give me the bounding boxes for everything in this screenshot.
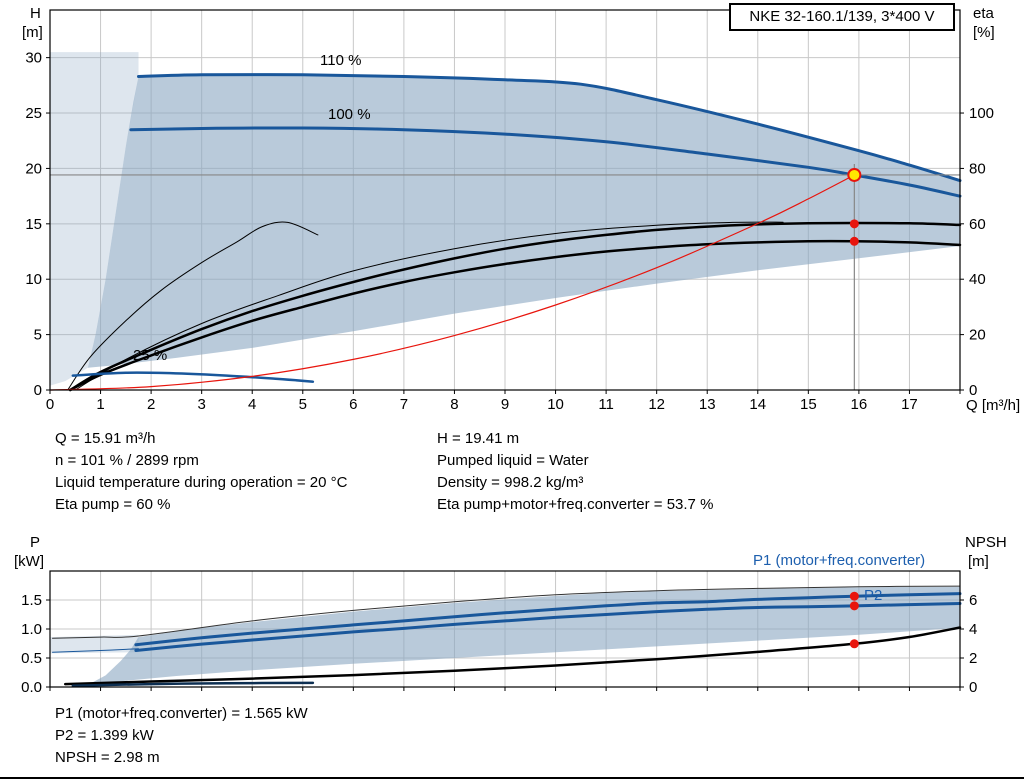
npsh-axis-unit: [m] bbox=[968, 553, 989, 570]
info-line-p1: P1 (motor+freq.converter) = 1.565 kW bbox=[55, 705, 308, 722]
y-right-tick-label: 100 bbox=[969, 105, 994, 122]
y-right-tick-label: 6 bbox=[969, 592, 977, 609]
speed-110-curve bbox=[137, 73, 962, 183]
x-tick-label: 4 bbox=[248, 396, 256, 413]
power-envelope-top-line bbox=[52, 585, 961, 639]
system-curve bbox=[49, 174, 855, 391]
y-right-tick-label: 2 bbox=[969, 650, 977, 667]
speed-25-curve bbox=[71, 371, 315, 383]
eta-axis-unit: [%] bbox=[973, 24, 995, 41]
p2-curve bbox=[134, 602, 962, 652]
y-left-tick-label: 0 bbox=[34, 382, 42, 399]
power-25-curve bbox=[71, 681, 315, 688]
eta-axis-title: eta bbox=[973, 5, 994, 22]
info-line-q: Q = 15.91 m³/h bbox=[55, 430, 156, 447]
envelope-faint bbox=[50, 52, 139, 386]
eta-thin-upper bbox=[74, 221, 784, 391]
eta-pump-curve bbox=[68, 221, 962, 392]
envelope-faint bbox=[50, 634, 139, 654]
info-line-temp: Liquid temperature during operation = 20… bbox=[55, 474, 348, 491]
y-left-tick-label: 1.5 bbox=[21, 592, 42, 609]
p1-curve-label: P1 (motor+freq.converter) bbox=[753, 552, 926, 569]
info-line-liquid: Pumped liquid = Water bbox=[437, 452, 589, 469]
x-tick-label: 6 bbox=[349, 396, 357, 413]
eta-pump-point bbox=[849, 219, 859, 229]
p-axis-title: P bbox=[30, 534, 41, 551]
x-tick-label: 7 bbox=[400, 396, 408, 413]
x-tick-label: 5 bbox=[299, 396, 307, 413]
y-left-tick-label: 30 bbox=[25, 50, 42, 67]
x-tick-label: 15 bbox=[800, 396, 817, 413]
info-line-h: H = 19.41 m bbox=[437, 430, 520, 447]
npsh-axis-title: NPSH bbox=[965, 534, 1007, 551]
x-tick-label: 8 bbox=[450, 396, 458, 413]
h-axis-title: H bbox=[30, 5, 41, 22]
info-line-npsh: NPSH = 2.98 m bbox=[55, 749, 160, 766]
x-tick-label: 9 bbox=[501, 396, 509, 413]
h-axis-unit: [m] bbox=[22, 24, 43, 41]
npsh-point bbox=[849, 639, 859, 649]
info-line-p2: P2 = 1.399 kW bbox=[55, 727, 154, 744]
eta-total-point bbox=[849, 236, 859, 246]
duty-point[interactable] bbox=[847, 167, 862, 182]
x-tick-label: 10 bbox=[547, 396, 564, 413]
y-right-tick-label: 0 bbox=[969, 679, 977, 696]
y-right-tick-label: 80 bbox=[969, 160, 986, 177]
y-left-tick-label: 25 bbox=[25, 105, 42, 122]
x-tick-label: 3 bbox=[197, 396, 205, 413]
x-tick-label: 0 bbox=[46, 396, 54, 413]
x-tick-label: 12 bbox=[648, 396, 665, 413]
result-info: P1 (motor+freq.converter) = 1.565 kW P2 … bbox=[55, 703, 308, 769]
y-left-tick-label: 0.5 bbox=[21, 650, 42, 667]
bottom-rule bbox=[0, 777, 1024, 779]
y-right-tick-label: 0 bbox=[969, 382, 977, 399]
y-right-tick-label: 4 bbox=[969, 621, 977, 638]
envelope-power-range bbox=[90, 586, 960, 684]
q-axis-title: Q [m³/h] bbox=[966, 397, 1021, 414]
p2-point bbox=[849, 601, 859, 611]
p1-curve bbox=[134, 592, 962, 647]
x-tick-label: 16 bbox=[851, 396, 868, 413]
y-left-tick-label: 0.0 bbox=[21, 679, 42, 696]
x-tick-label: 17 bbox=[901, 396, 918, 413]
eta-thin-low-speed bbox=[67, 221, 319, 391]
p-axis-unit: [kW] bbox=[14, 553, 44, 570]
y-left-tick-label: 10 bbox=[25, 271, 42, 288]
y-left-tick-label: 15 bbox=[25, 216, 42, 233]
speed-110-label: 110 % bbox=[320, 52, 362, 69]
info-line-density: Density = 998.2 kg/m³ bbox=[437, 474, 584, 491]
y-left-tick-label: 20 bbox=[25, 160, 42, 177]
info-line-eta-total: Eta pump+motor+freq.converter = 53.7 % bbox=[437, 496, 714, 513]
y-right-tick-label: 60 bbox=[969, 216, 986, 233]
x-tick-label: 13 bbox=[699, 396, 716, 413]
power-envelope-low-line bbox=[52, 648, 139, 653]
p2-curve-label: P2 bbox=[864, 587, 883, 604]
speed-100-label: 100 % bbox=[328, 106, 371, 123]
duty-info-right: H = 19.41 m Pumped liquid = Water Densit… bbox=[437, 428, 713, 516]
y-left-tick-label: 1.0 bbox=[21, 621, 42, 638]
eta-total-curve bbox=[68, 239, 962, 392]
x-tick-label: 2 bbox=[147, 396, 155, 413]
pump-model-box: NKE 32-160.1/139, 3*400 V bbox=[729, 3, 955, 31]
info-line-eta-pump: Eta pump = 60 % bbox=[55, 496, 171, 513]
speed-25-label: 25 % bbox=[133, 347, 168, 364]
y-right-tick-label: 20 bbox=[969, 327, 986, 344]
y-right-tick-label: 40 bbox=[969, 271, 986, 288]
x-tick-label: 11 bbox=[598, 396, 614, 413]
y-left-tick-label: 5 bbox=[34, 327, 42, 344]
x-tick-label: 1 bbox=[96, 396, 104, 413]
duty-info-left: Q = 15.91 m³/h n = 101 % / 2899 rpm Liqu… bbox=[55, 428, 347, 516]
p1-point bbox=[849, 591, 859, 601]
info-line-n: n = 101 % / 2899 rpm bbox=[55, 452, 199, 469]
x-tick-label: 14 bbox=[749, 396, 766, 413]
